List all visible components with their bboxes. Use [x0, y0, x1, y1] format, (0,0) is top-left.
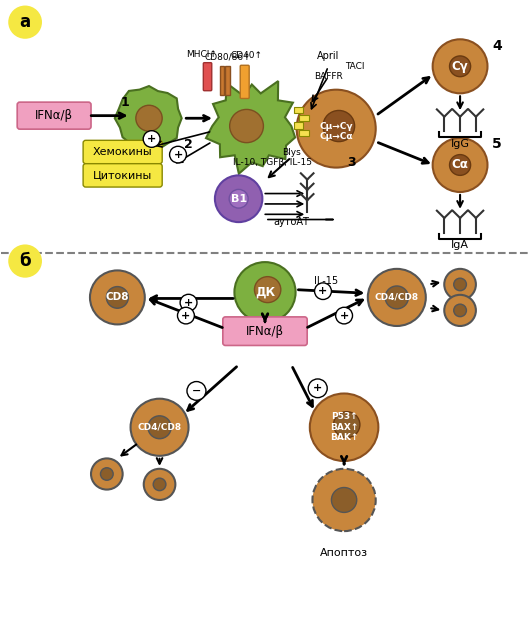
Circle shape — [101, 468, 113, 480]
Circle shape — [449, 155, 471, 175]
Text: CD4/CD8: CD4/CD8 — [375, 293, 419, 302]
Text: Апоптоз: Апоптоз — [320, 548, 368, 558]
Text: B1: B1 — [231, 193, 246, 203]
Text: +: + — [319, 286, 328, 296]
Circle shape — [130, 399, 189, 456]
Bar — [299, 115, 309, 121]
Text: IgA: IgA — [451, 240, 469, 250]
Text: CD4/CD8: CD4/CD8 — [137, 423, 182, 432]
Circle shape — [254, 277, 281, 302]
Text: IL-10, TGFβ, IL-15: IL-10, TGFβ, IL-15 — [233, 158, 312, 167]
Text: +: + — [173, 150, 183, 160]
Circle shape — [8, 6, 42, 39]
Circle shape — [153, 478, 166, 491]
Circle shape — [234, 262, 296, 322]
Circle shape — [444, 269, 476, 300]
Text: б: б — [19, 252, 31, 270]
Circle shape — [144, 469, 175, 500]
Circle shape — [310, 394, 378, 461]
FancyBboxPatch shape — [83, 163, 162, 187]
Circle shape — [215, 175, 262, 222]
Text: а: а — [20, 13, 31, 31]
Circle shape — [90, 270, 145, 324]
FancyBboxPatch shape — [17, 102, 91, 129]
Circle shape — [91, 458, 122, 490]
Text: 2: 2 — [184, 138, 193, 151]
Circle shape — [178, 307, 195, 324]
Bar — [225, 66, 229, 95]
Text: +: + — [184, 297, 193, 307]
Circle shape — [323, 110, 355, 141]
Text: Хемокины: Хемокины — [93, 147, 153, 157]
Text: P53↑
BAX↑
BAK↑: P53↑ BAX↑ BAK↑ — [330, 413, 358, 442]
Circle shape — [385, 286, 409, 309]
Text: ДК: ДК — [255, 285, 275, 299]
Text: April: April — [317, 51, 339, 61]
Circle shape — [432, 39, 488, 93]
Circle shape — [297, 90, 376, 168]
Text: 3: 3 — [348, 156, 356, 169]
Circle shape — [432, 138, 488, 192]
Text: TACI: TACI — [345, 62, 365, 71]
Text: 1: 1 — [121, 96, 130, 109]
FancyBboxPatch shape — [204, 63, 212, 91]
Text: Цитокины: Цитокины — [93, 170, 152, 180]
Text: CD8: CD8 — [105, 292, 129, 302]
Text: MHCI↑: MHCI↑ — [187, 49, 217, 58]
Text: IL-15: IL-15 — [314, 276, 338, 286]
Circle shape — [335, 307, 352, 324]
Text: +: + — [147, 134, 156, 144]
Text: CD40↑: CD40↑ — [231, 51, 262, 59]
Text: +: + — [313, 383, 322, 393]
Text: Cγ: Cγ — [452, 60, 469, 73]
Circle shape — [229, 190, 248, 208]
Bar — [220, 66, 224, 95]
Circle shape — [148, 416, 171, 439]
Circle shape — [315, 283, 331, 299]
Circle shape — [187, 382, 206, 400]
Circle shape — [331, 488, 357, 513]
Circle shape — [308, 379, 327, 398]
Text: IgG: IgG — [450, 139, 470, 149]
Text: аутоАТ: аутоАТ — [273, 217, 310, 227]
Text: Cα: Cα — [452, 158, 469, 172]
FancyBboxPatch shape — [223, 317, 307, 346]
Text: +: + — [181, 310, 191, 321]
Text: 4: 4 — [492, 39, 502, 53]
Polygon shape — [114, 86, 182, 150]
Text: Cμ→Cγ
Cμ→Cα: Cμ→Cγ Cμ→Cα — [320, 121, 353, 141]
Bar — [294, 107, 304, 113]
Text: BAFFR: BAFFR — [314, 72, 342, 81]
Circle shape — [444, 295, 476, 326]
Circle shape — [454, 278, 466, 290]
FancyBboxPatch shape — [240, 65, 249, 98]
Text: Blys: Blys — [282, 148, 301, 156]
Text: −: − — [192, 386, 201, 396]
Circle shape — [143, 131, 160, 147]
Circle shape — [180, 294, 197, 311]
Circle shape — [313, 469, 376, 531]
FancyBboxPatch shape — [83, 140, 162, 163]
Circle shape — [229, 110, 263, 143]
Circle shape — [170, 146, 187, 163]
Text: 5: 5 — [492, 137, 502, 151]
Text: CD80/86↑: CD80/86↑ — [205, 52, 251, 61]
Text: +: + — [339, 310, 349, 321]
Circle shape — [8, 244, 42, 278]
Circle shape — [333, 412, 360, 438]
Bar — [294, 123, 304, 128]
Circle shape — [454, 304, 466, 317]
Circle shape — [449, 56, 471, 77]
Bar — [299, 130, 309, 136]
Text: IFNα/β: IFNα/β — [35, 109, 73, 122]
Circle shape — [107, 287, 128, 308]
Circle shape — [368, 269, 426, 326]
Circle shape — [136, 105, 162, 131]
Polygon shape — [206, 81, 295, 173]
Text: IFNα/β: IFNα/β — [246, 325, 284, 337]
